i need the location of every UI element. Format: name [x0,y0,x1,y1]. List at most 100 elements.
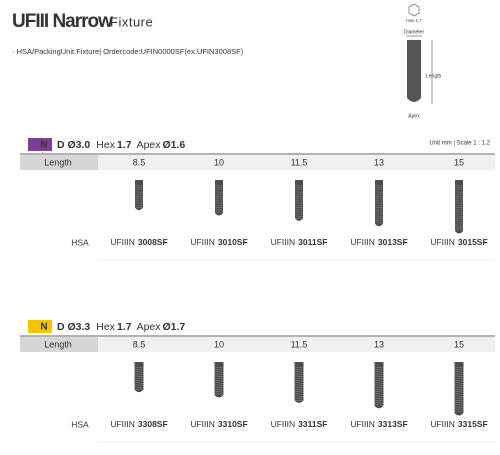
implant-thread [134,388,144,391]
implant-thread [134,204,144,207]
implant-thread [454,373,464,375]
implant-thread [374,197,384,200]
length-label-cell [20,155,98,170]
order-code: UFIIIN 3013SF [350,237,407,247]
implant-thread [294,386,304,389]
code-number: 3008SF [138,237,168,247]
implant-thread [294,368,304,371]
implant-thread [374,211,384,213]
length-value: 15 [454,157,464,167]
implant-thread [454,390,464,393]
implant-thread [214,189,224,191]
implant-thread [374,186,384,189]
implant-thread [374,377,384,380]
length-row [98,337,495,352]
code-number: 3313SF [378,419,408,429]
code-prefix: UFIIIN [190,419,215,429]
implant-thread [454,189,464,191]
implant-thread [454,408,464,411]
implant-thread [214,373,224,375]
implant-thread [374,401,384,404]
implant-thread [374,217,384,220]
implant-thread [374,393,384,395]
implant-thread [454,406,464,408]
implant-thread [374,193,384,196]
implant-thread [294,195,304,198]
implant-thread [294,373,304,375]
implant [134,362,144,393]
implant-thread [134,373,144,375]
implant-thread [134,193,144,196]
implant [454,362,464,416]
implant-body [454,362,464,416]
diagram-apex: Apex [408,113,420,119]
implant-thread [374,371,384,373]
fixture-diagram: Hex 1.7 Diameter Length Apex [404,3,442,119]
implant-thread [374,397,384,400]
implant-thread [294,377,304,380]
row-label: HSA [71,419,89,429]
implant [454,180,464,234]
code-prefix: UFIIIN [190,237,215,247]
implant [214,362,224,398]
length-value: 15 [454,339,464,349]
implant-thread [374,200,384,202]
code-prefix: UFIIIN [110,237,135,247]
implant-thread [294,202,304,204]
implant-thread [134,384,144,386]
implant-thread [294,208,304,211]
implant-thread [374,208,384,211]
length-value: 13 [374,339,384,349]
implant-thread [134,386,144,389]
badge-letter: N [40,140,47,151]
implant-thread [374,202,384,204]
implant-thread [294,393,304,395]
implant-thread [454,217,464,220]
length-value: 11.5 [291,157,308,167]
implant [374,180,384,227]
implant-thread [134,379,144,382]
implant-thread [374,215,384,218]
spec-apex-label: Apex [137,321,162,333]
implant [214,180,224,216]
implant-thread [294,379,304,382]
implant-thread [454,397,464,400]
implant-thread [134,368,144,371]
implant-thread [294,399,304,402]
spec-diameter: D Ø3.3 [57,321,90,333]
implant-thread [454,215,464,218]
implant-thread [214,206,224,209]
implant-thread [214,375,224,378]
order-code: UFIIIN 3008SF [110,237,167,247]
title-bold: UFIII Narrow [12,11,113,32]
implant-thread [374,219,384,222]
implant-thread [294,193,304,196]
implant-thread [294,215,304,218]
implant-thread [214,377,224,380]
code-prefix: UFIIIN [110,419,135,429]
implant-thread [454,377,464,380]
implant-thread [374,222,384,224]
implant-thread [454,393,464,395]
diagram-hex: Hex 1.7 [406,18,422,23]
implant-thread [454,202,464,204]
implant-thread [134,184,144,187]
implant-thread [374,384,384,386]
implant-body [215,180,223,216]
implant-thread [454,384,464,386]
order-code: UFIIIN 3315SF [430,419,487,429]
implant-thread [374,206,384,209]
spec-apex: Ø1.7 [163,321,186,333]
order-code: UFIIIN 3010SF [190,237,247,247]
implant-thread [294,200,304,202]
implant-thread [134,200,144,202]
implant-thread [294,375,304,378]
implant-thread [214,390,224,393]
spec-hex-label: Hex [96,321,115,333]
implant-thread [454,371,464,373]
implant-thread [454,197,464,200]
implant [294,180,304,221]
implant-thread [454,388,464,391]
implant-thread [134,202,144,204]
